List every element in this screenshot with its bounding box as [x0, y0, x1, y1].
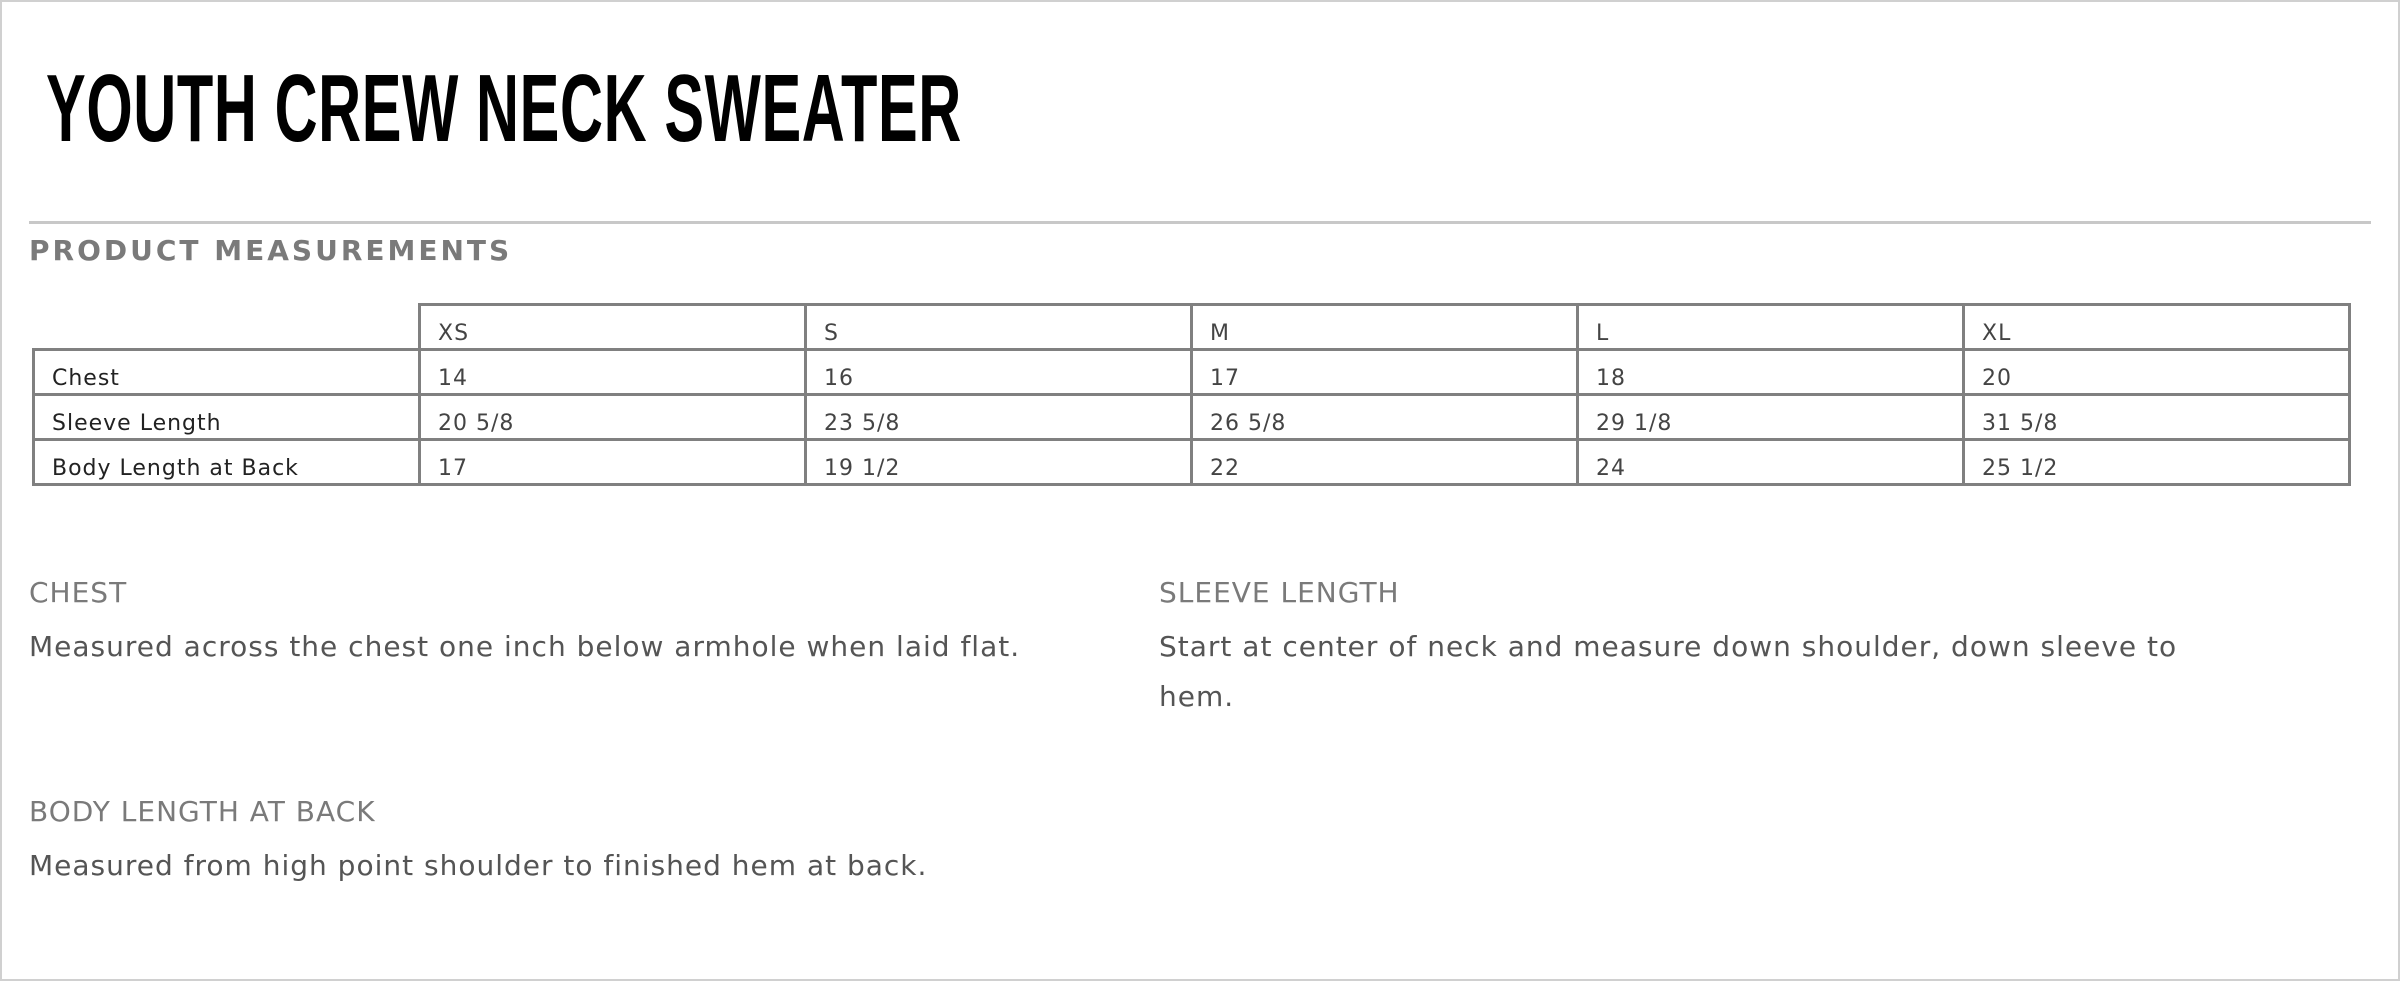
sleeve-description: Start at center of neck and measure down… [1159, 630, 2178, 713]
header-blank-cell [33, 304, 421, 351]
table-cell: 20 [1962, 348, 2351, 396]
section-title: PRODUCT MEASUREMENTS [29, 234, 513, 267]
table-cell: 17 [418, 438, 807, 486]
size-header: S [804, 303, 1193, 351]
table-cell: 22 [1190, 438, 1579, 486]
chest-description: Measured across the chest one inch below… [29, 630, 1021, 663]
divider [29, 221, 2371, 224]
table-row: Sleeve Length 20 5/8 23 5/8 26 5/8 29 1/… [32, 393, 2351, 441]
size-header: M [1190, 303, 1579, 351]
measurements-table: XS S M L XL Chest 14 16 17 18 20 Sleeve … [32, 303, 2351, 486]
table-cell: 17 [1190, 348, 1579, 396]
row-label: Sleeve Length [32, 393, 421, 441]
table-cell: 16 [804, 348, 1193, 396]
page-title: YOUTH CREW NECK SWEATER [46, 55, 962, 162]
table-row: Body Length at Back 17 19 1/2 22 24 25 1… [32, 438, 2351, 486]
table-cell: 24 [1576, 438, 1965, 486]
table-cell: 29 1/8 [1576, 393, 1965, 441]
size-header: XS [418, 303, 807, 351]
table-cell: 25 1/2 [1962, 438, 2351, 486]
sleeve-heading: SLEEVE LENGTH [1159, 576, 1400, 609]
chest-heading: CHEST [29, 576, 128, 609]
table-cell: 26 5/8 [1190, 393, 1579, 441]
body-length-description: Measured from high point shoulder to fin… [29, 849, 928, 882]
table-header-row: XS S M L XL [33, 303, 2351, 351]
row-label: Body Length at Back [32, 438, 421, 486]
table-cell: 31 5/8 [1962, 393, 2351, 441]
size-header: L [1576, 303, 1965, 351]
table-cell: 19 1/2 [804, 438, 1193, 486]
size-header: XL [1962, 303, 2351, 351]
table-cell: 23 5/8 [804, 393, 1193, 441]
table-cell: 18 [1576, 348, 1965, 396]
row-label: Chest [32, 348, 421, 396]
table-cell: 14 [418, 348, 807, 396]
body-length-heading: BODY LENGTH AT BACK [29, 795, 376, 828]
table-cell: 20 5/8 [418, 393, 807, 441]
table-row: Chest 14 16 17 18 20 [32, 348, 2351, 396]
